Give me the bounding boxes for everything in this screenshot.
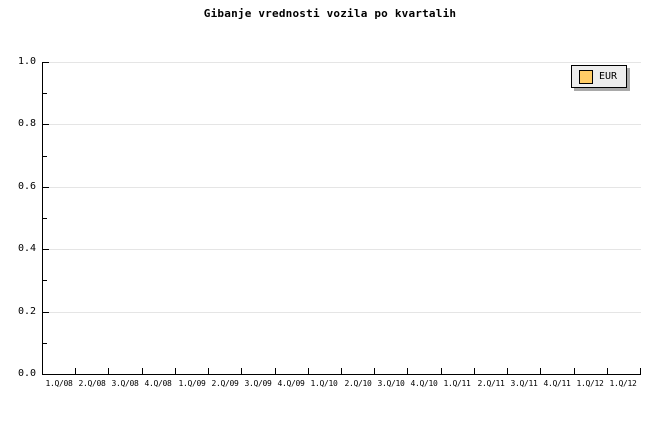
x-axis-label: 3.Q/08 bbox=[111, 379, 139, 388]
x-axis-label: 3.Q/11 bbox=[510, 379, 538, 388]
x-tick bbox=[175, 368, 176, 374]
x-tick bbox=[474, 368, 475, 374]
x-tick bbox=[75, 368, 76, 374]
y-major-tick bbox=[43, 249, 49, 250]
y-axis-label: 0.4 bbox=[17, 243, 36, 254]
x-axis-label: 2.Q/10 bbox=[344, 379, 372, 388]
x-tick bbox=[275, 368, 276, 374]
y-axis-label: 0.6 bbox=[17, 181, 36, 192]
x-tick bbox=[308, 368, 309, 374]
x-axis-label: 1.Q/10 bbox=[310, 379, 338, 388]
y-minor-tick bbox=[43, 343, 47, 344]
x-tick bbox=[540, 368, 541, 374]
x-axis-label: 4.Q/09 bbox=[277, 379, 305, 388]
x-axis-label: 3.Q/10 bbox=[377, 379, 405, 388]
x-tick bbox=[374, 368, 375, 374]
x-axis-label: 4.Q/08 bbox=[144, 379, 172, 388]
x-tick bbox=[108, 368, 109, 374]
x-tick bbox=[640, 368, 641, 374]
gridline bbox=[43, 62, 641, 63]
x-axis-label: 2.Q/09 bbox=[211, 379, 239, 388]
x-axis-label: 2.Q/11 bbox=[477, 379, 505, 388]
legend-series-label: EUR bbox=[599, 70, 618, 82]
gridline bbox=[43, 249, 641, 250]
plot-area bbox=[42, 62, 641, 375]
x-tick bbox=[241, 368, 242, 374]
x-axis-label: 3.Q/09 bbox=[244, 379, 272, 388]
y-minor-tick bbox=[43, 280, 47, 281]
x-tick bbox=[507, 368, 508, 374]
y-axis-label: 0.0 bbox=[17, 368, 36, 379]
x-tick bbox=[407, 368, 408, 374]
x-axis-label: 2.Q/08 bbox=[78, 379, 106, 388]
x-tick bbox=[341, 368, 342, 374]
y-major-tick bbox=[43, 124, 49, 125]
x-axis-label: 4.Q/11 bbox=[543, 379, 571, 388]
y-axis-label: 0.8 bbox=[17, 118, 36, 129]
x-axis-label: 1.Q/09 bbox=[178, 379, 206, 388]
legend-series-swatch-icon bbox=[579, 69, 593, 84]
x-axis-label: 4.Q/10 bbox=[410, 379, 438, 388]
x-tick bbox=[574, 368, 575, 374]
y-axis-label: 1.0 bbox=[17, 56, 36, 67]
x-axis-label: 1.Q/11 bbox=[443, 379, 471, 388]
x-tick bbox=[441, 368, 442, 374]
legend-box[interactable]: EUR bbox=[571, 65, 627, 88]
chart-title: Gibanje vrednosti vozila po kvartalih bbox=[203, 7, 457, 20]
y-minor-tick bbox=[43, 156, 47, 157]
gridline bbox=[43, 124, 641, 125]
y-minor-tick bbox=[43, 93, 47, 94]
y-major-tick bbox=[43, 62, 49, 63]
x-axis-label: 1.Q/12 bbox=[576, 379, 604, 388]
y-major-tick bbox=[43, 312, 49, 313]
gridline bbox=[43, 187, 641, 188]
x-axis-label: 1.Q/12 bbox=[609, 379, 637, 388]
x-axis-label: 1.Q/08 bbox=[45, 379, 73, 388]
y-major-tick bbox=[43, 187, 49, 188]
x-tick bbox=[142, 368, 143, 374]
x-tick bbox=[208, 368, 209, 374]
x-tick bbox=[607, 368, 608, 374]
y-minor-tick bbox=[43, 218, 47, 219]
gridline bbox=[43, 312, 641, 313]
y-axis-label: 0.2 bbox=[17, 306, 36, 317]
